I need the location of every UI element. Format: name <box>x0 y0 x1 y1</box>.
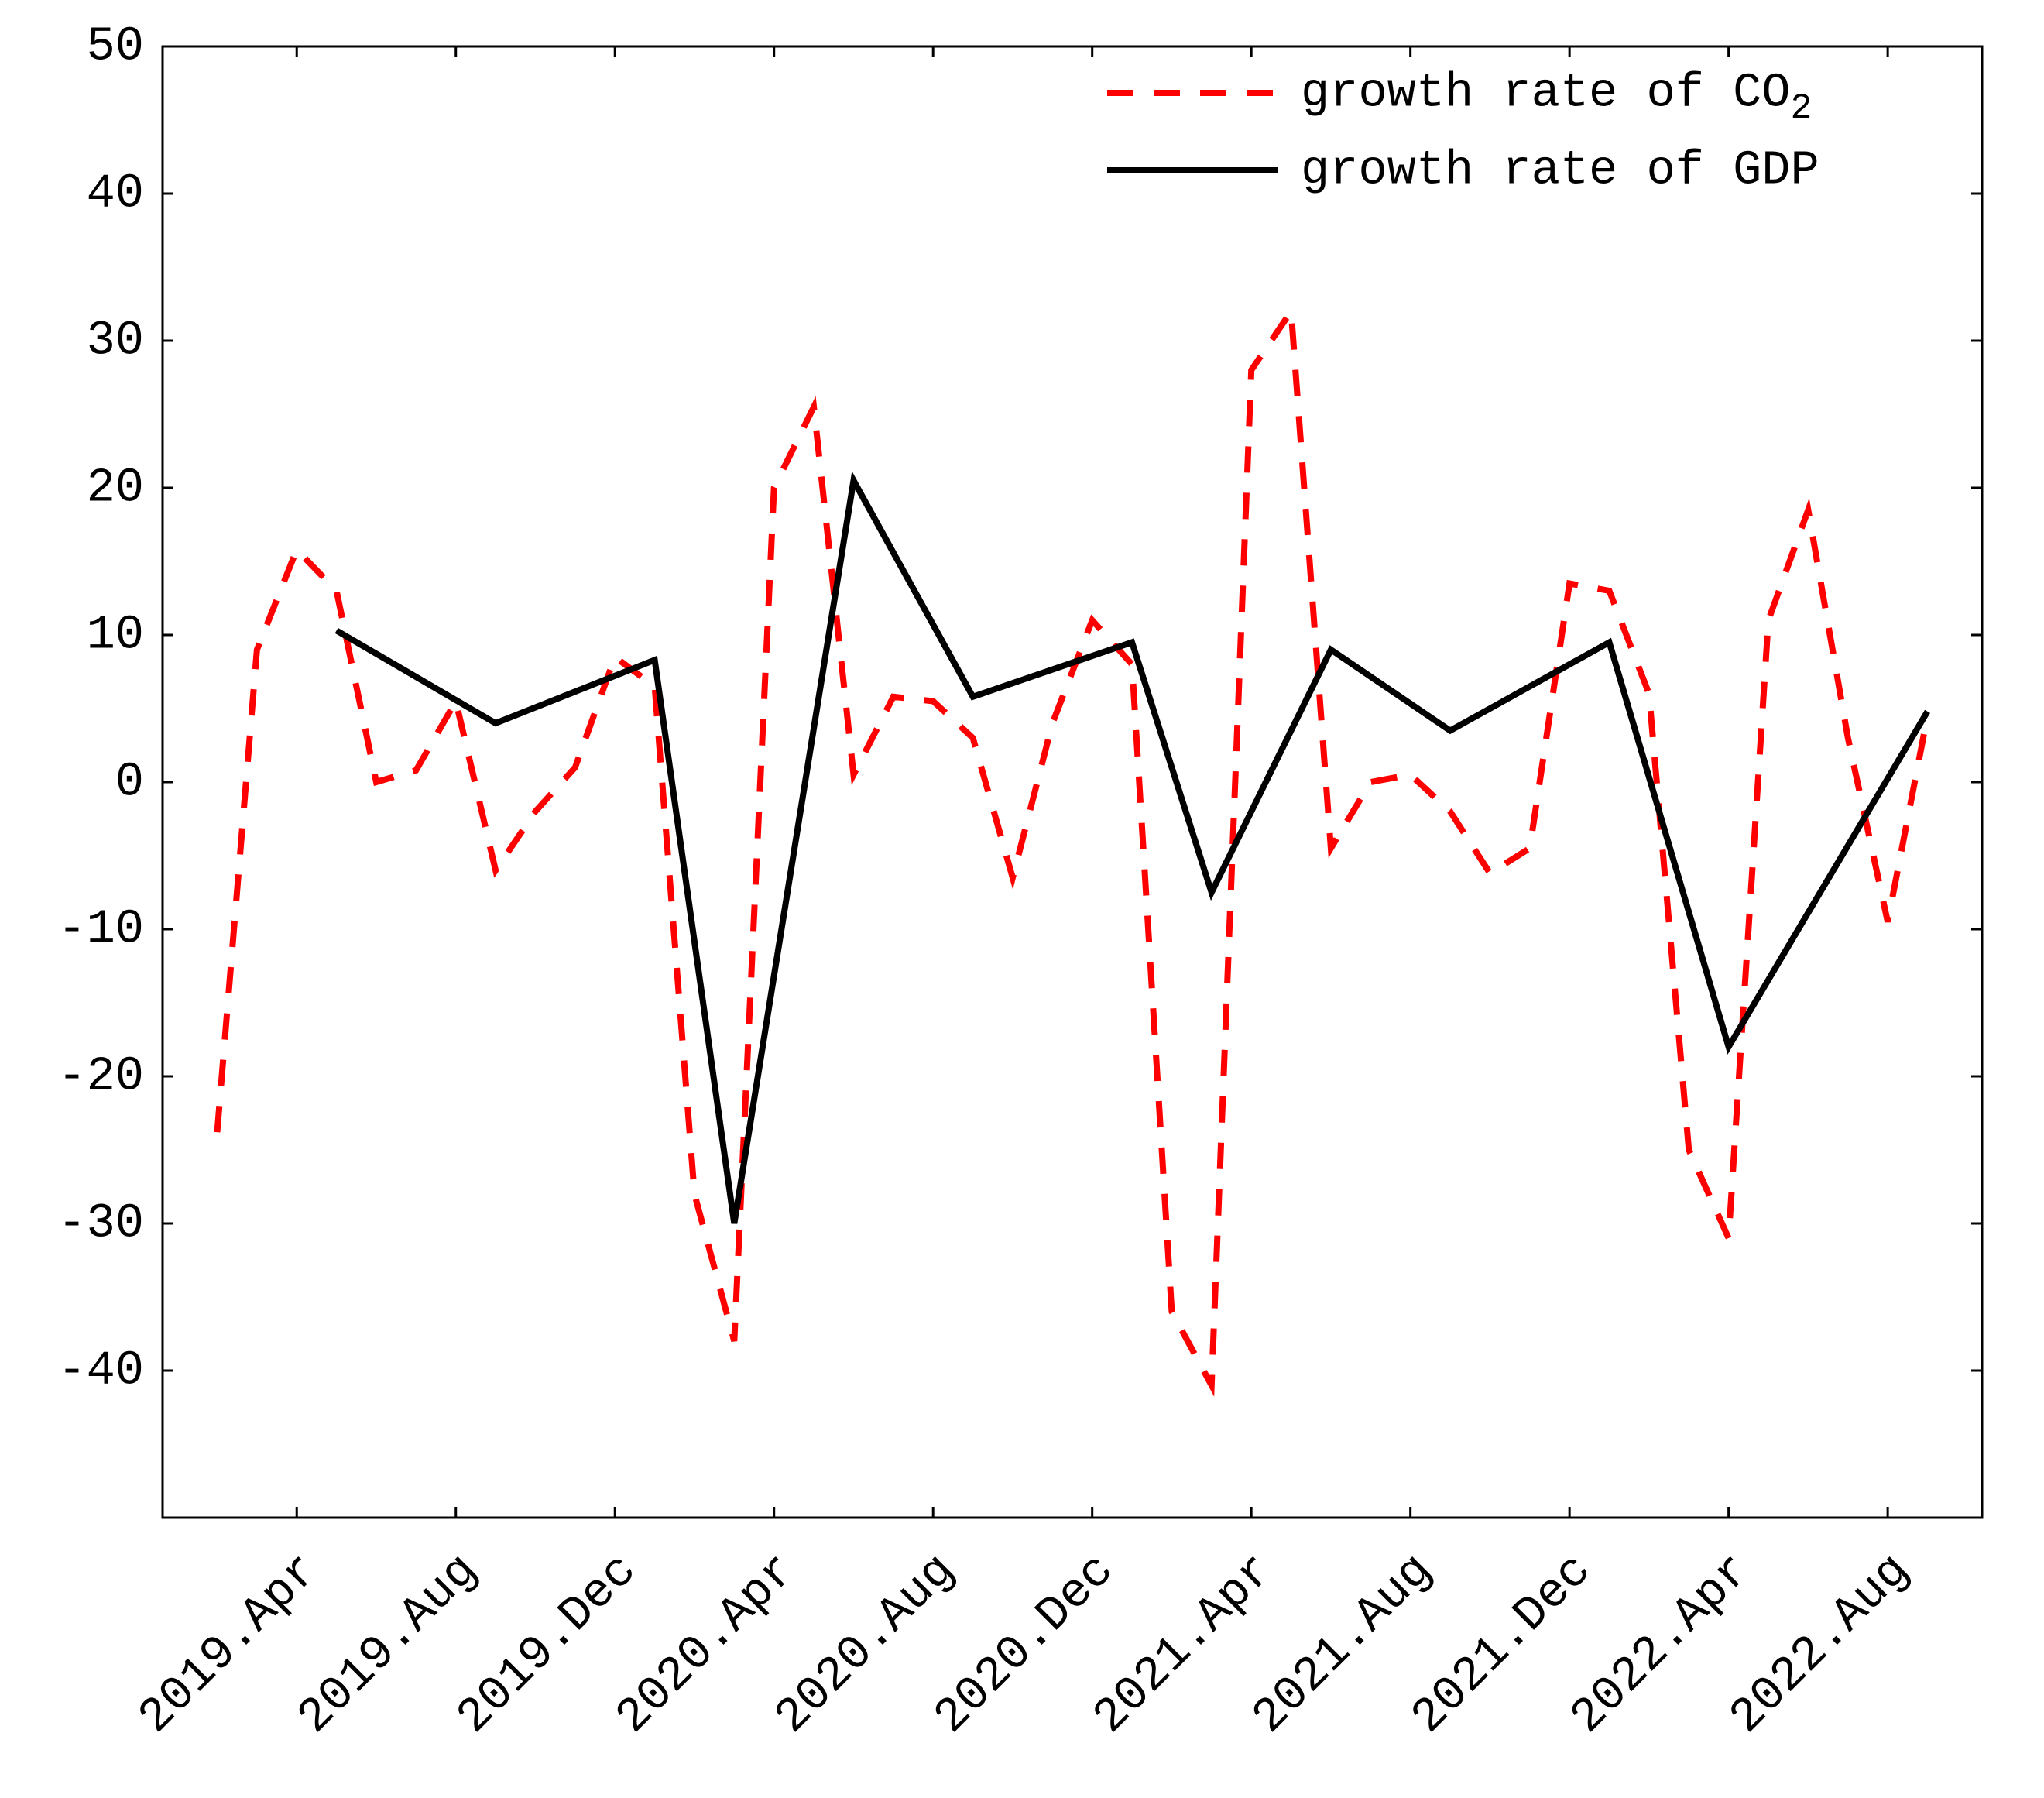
y-tick-label: 0 <box>115 754 144 809</box>
legend-label-sub: 2 <box>1791 87 1813 129</box>
chart-svg: -40-30-20-10010203040502019.Apr2019.Aug2… <box>0 0 2044 1798</box>
y-tick-label: 50 <box>87 19 144 74</box>
y-tick-label: 10 <box>87 607 144 662</box>
legend-label-gdp: growth rate of GDP <box>1301 142 1819 197</box>
y-tick-label: 30 <box>87 313 144 368</box>
legend-label-co2: growth rate of CO2 <box>1301 65 1812 129</box>
y-tick-label: -20 <box>57 1048 144 1103</box>
y-tick-label: -40 <box>57 1343 144 1398</box>
chart-container: -40-30-20-10010203040502019.Apr2019.Aug2… <box>0 0 2044 1798</box>
y-tick-label: 40 <box>87 166 144 221</box>
y-tick-label: 20 <box>87 460 144 515</box>
y-tick-label: -10 <box>57 901 144 956</box>
y-tick-label: -30 <box>57 1196 144 1251</box>
